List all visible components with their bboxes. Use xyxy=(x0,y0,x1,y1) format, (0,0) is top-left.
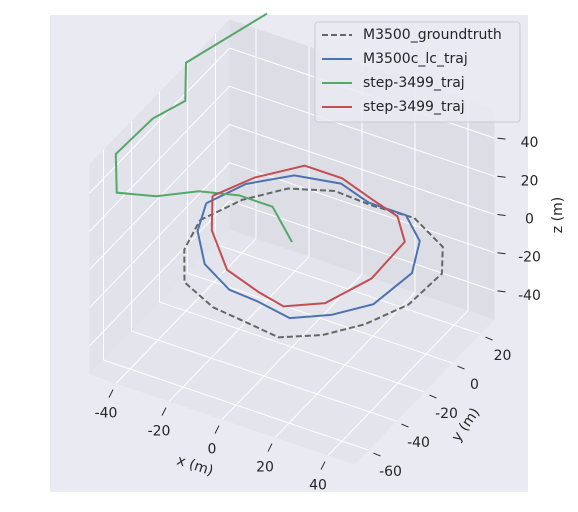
x-tick-label: 0 xyxy=(208,442,217,458)
grid-line xyxy=(215,243,481,335)
y-tick-label: -40 xyxy=(407,435,430,451)
grid-line xyxy=(89,47,230,194)
grid-line xyxy=(187,272,453,364)
grid-line xyxy=(89,124,230,270)
y-tick-label: -20 xyxy=(435,406,458,422)
z-tick-label: -20 xyxy=(518,250,541,266)
trajectory xyxy=(183,187,444,339)
tick-mark xyxy=(497,137,506,140)
tick-mark xyxy=(497,252,506,255)
y-tick-label: 20 xyxy=(494,348,512,364)
tick-mark xyxy=(373,452,381,457)
x-tick-label: 40 xyxy=(309,478,327,494)
tick-mark xyxy=(457,365,465,370)
tick-mark xyxy=(320,461,326,470)
legend-label: M3500c_lc_traj xyxy=(363,51,468,67)
z-tick-label: 0 xyxy=(525,212,534,228)
tick-mark xyxy=(497,290,506,293)
tick-mark xyxy=(108,389,114,398)
legend-label: M3500_groundtruth xyxy=(363,27,502,43)
legend-box xyxy=(314,21,521,123)
tick-mark xyxy=(429,394,437,399)
tick-mark xyxy=(401,423,409,428)
x-tick-label: 20 xyxy=(256,460,274,476)
trajectory xyxy=(210,164,406,308)
tick-mark xyxy=(485,336,493,341)
grid-line xyxy=(159,301,425,393)
tick-mark xyxy=(497,175,506,178)
trajectory xyxy=(114,12,293,243)
z-tick-label: 40 xyxy=(521,135,539,151)
grid-line xyxy=(89,200,230,347)
grid-line xyxy=(131,330,397,422)
tick-mark xyxy=(497,214,506,216)
tick-mark xyxy=(267,443,273,452)
y-tick-label: -60 xyxy=(379,464,402,480)
grid-line xyxy=(229,162,495,254)
grid-line xyxy=(103,359,369,451)
tick-mark xyxy=(214,425,220,434)
grid-line xyxy=(229,124,495,215)
x-tick-label: -20 xyxy=(148,424,171,440)
ticks: -40 -20 0 20 40 -60 -40 -20 0 20 -40 -20 0 20 40 xyxy=(95,135,541,493)
legend: M3500_groundtruth M3500c_lc_traj step-3499… xyxy=(314,21,521,123)
x-tick-label: -40 xyxy=(95,406,118,422)
grid xyxy=(89,28,495,456)
z-tick-label: 20 xyxy=(521,173,539,189)
y-tick-label: 0 xyxy=(470,377,479,393)
trajectory xyxy=(196,174,421,320)
grid-line xyxy=(229,85,495,177)
legend-label: step-3499_traj xyxy=(363,99,465,115)
z-axis-label: z (m) xyxy=(550,197,566,233)
grid-line xyxy=(89,85,230,232)
z-tick-label: -40 xyxy=(518,288,541,304)
grid-line xyxy=(229,200,495,292)
lines xyxy=(114,12,444,339)
grid-line xyxy=(89,162,230,309)
tick-mark xyxy=(161,407,167,416)
legend-label: step-3499_traj xyxy=(363,75,465,91)
